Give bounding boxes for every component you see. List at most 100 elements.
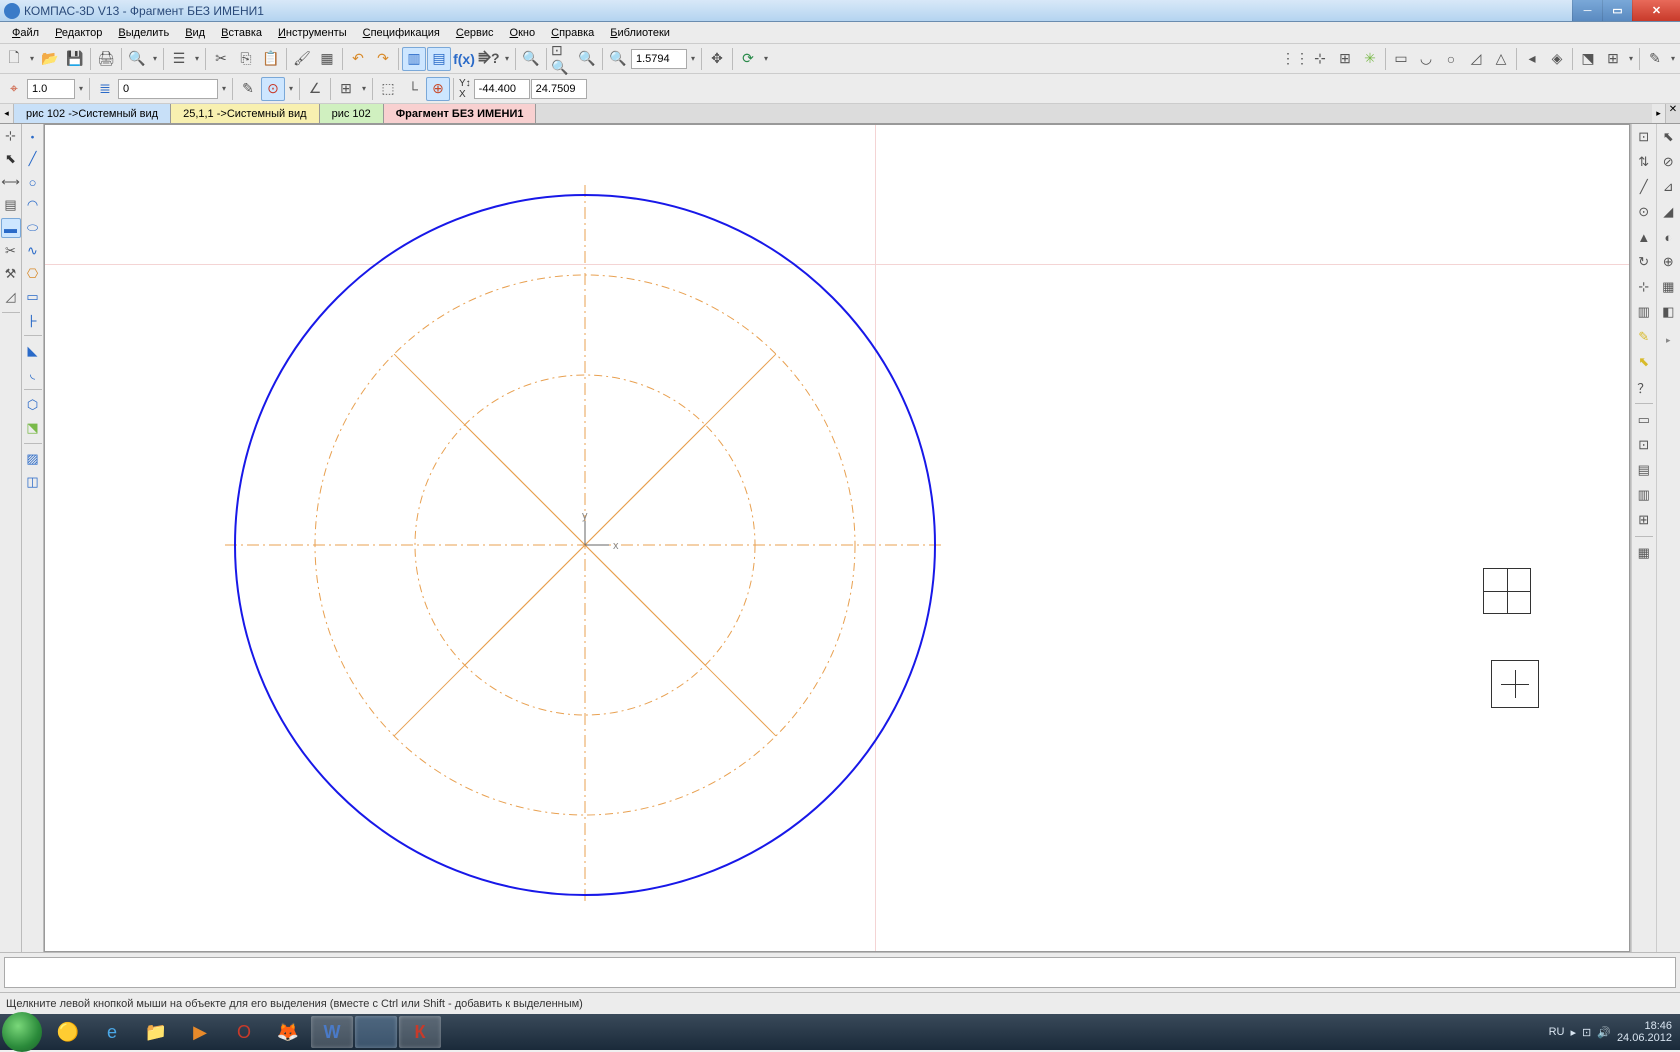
doc-tab-1[interactable]: 25,1,1 ->Системный вид <box>171 104 320 123</box>
taskbar-explorer[interactable]: 📁 <box>135 1016 177 1048</box>
panel2-button[interactable]: ▤ <box>427 47 451 71</box>
redraw-button[interactable]: ⟳ <box>736 47 760 71</box>
canvas-marker-0[interactable] <box>1483 568 1531 614</box>
r4-icon[interactable]: ⊙ <box>1633 201 1655 223</box>
rb6-icon[interactable]: ⊕ <box>1657 251 1679 273</box>
start-button[interactable] <box>2 1012 42 1052</box>
menu-файл[interactable]: Файл <box>4 24 47 42</box>
state1-button[interactable]: ⬚ <box>376 77 400 101</box>
menu-вид[interactable]: Вид <box>177 24 213 42</box>
redo-button[interactable]: ↷ <box>371 47 395 71</box>
rect-tool[interactable]: ▭ <box>23 287 43 307</box>
save-button[interactable]: 💾 <box>63 47 87 71</box>
round-button[interactable]: ⊕ <box>426 77 450 101</box>
r13-icon[interactable]: ⊡ <box>1633 434 1655 456</box>
snap4-button[interactable]: ✳ <box>1358 47 1382 71</box>
arrow2-button[interactable]: ◈ <box>1545 47 1569 71</box>
properties-dropdown[interactable]: ▾ <box>192 47 202 71</box>
fillet-tool[interactable]: ◟ <box>23 364 43 384</box>
preview-button[interactable]: 🔍 <box>125 47 149 71</box>
panel1-button[interactable]: ▥ <box>402 47 426 71</box>
ellipse-tool[interactable]: ⬭ <box>23 218 43 238</box>
r6-icon[interactable]: ↻ <box>1633 251 1655 273</box>
polygon-tool[interactable]: ⬡ <box>23 395 43 415</box>
shape-angle-button[interactable]: ◿ <box>1464 47 1488 71</box>
origin-button[interactable]: ⌖ <box>2 77 26 101</box>
r17-icon[interactable]: ▦ <box>1633 542 1655 564</box>
canvas-marker-1[interactable] <box>1491 660 1539 708</box>
grid-dropdown[interactable]: ▾ <box>359 77 369 101</box>
r14-icon[interactable]: ▤ <box>1633 459 1655 481</box>
zoom-input[interactable] <box>631 49 687 69</box>
variables-button[interactable]: f(x) <box>452 47 476 71</box>
r7-icon[interactable]: ⊹ <box>1633 276 1655 298</box>
property-panel-inner[interactable] <box>4 957 1676 988</box>
angle-mode-button[interactable]: ∠ <box>303 77 327 101</box>
preview-dropdown[interactable]: ▾ <box>150 47 160 71</box>
ortho-button[interactable]: └ <box>401 77 425 101</box>
tray-clock[interactable]: 18:46 24.06.2012 <box>1617 1020 1672 1044</box>
menu-спецификация[interactable]: Спецификация <box>355 24 448 42</box>
arrow1-button[interactable]: ◂ <box>1520 47 1544 71</box>
close-button[interactable]: ✕ <box>1632 0 1680 21</box>
taskbar-app1[interactable] <box>355 1016 397 1048</box>
scale-input[interactable] <box>27 79 75 99</box>
menu-редактор[interactable]: Редактор <box>47 24 110 42</box>
doc-tab-3[interactable]: Фрагмент БЕЗ ИМЕНИ1 <box>384 104 537 123</box>
help-dropdown[interactable]: ▾ <box>502 47 512 71</box>
scale-dropdown[interactable]: ▾ <box>76 77 86 101</box>
area-tool[interactable]: ◫ <box>23 472 43 492</box>
grid-button[interactable]: ⊞ <box>334 77 358 101</box>
shape-tri-button[interactable]: △ <box>1489 47 1513 71</box>
measure-icon[interactable]: ◿ <box>1 287 21 307</box>
arc-tool[interactable]: ◠ <box>23 195 43 215</box>
menu-библиотеки[interactable]: Библиотеки <box>602 24 678 42</box>
fill-icon[interactable]: ▬ <box>1 218 21 238</box>
r8-icon[interactable]: ▥ <box>1633 301 1655 323</box>
bezier-tool[interactable]: ⎔ <box>23 264 43 284</box>
rb3-icon[interactable]: ⊿ <box>1657 176 1679 198</box>
polyline-tool[interactable]: ⺊ <box>23 310 43 330</box>
minimize-button[interactable]: ─ <box>1572 0 1602 21</box>
taskbar-media[interactable]: ▶ <box>179 1016 221 1048</box>
magnet-dropdown[interactable]: ▾ <box>286 77 296 101</box>
param-icon[interactable]: ⚒ <box>1 264 21 284</box>
redraw-dropdown[interactable]: ▾ <box>761 47 771 71</box>
snap3-button[interactable]: ⊞ <box>1333 47 1357 71</box>
snap1-button[interactable]: ⋮⋮ <box>1283 47 1307 71</box>
menu-инструменты[interactable]: Инструменты <box>270 24 355 42</box>
zoom-in-button[interactable]: 🔍 <box>519 47 543 71</box>
tray-flag-icon[interactable]: ▸ <box>1570 1026 1576 1039</box>
paste-button[interactable]: 📋 <box>259 47 283 71</box>
snap2-button[interactable]: ⊹ <box>1308 47 1332 71</box>
mode2-dropdown[interactable]: ▾ <box>1626 47 1636 71</box>
draw-mode-button[interactable]: ✎ <box>236 77 260 101</box>
geom-icon[interactable]: ⊹ <box>1 126 21 146</box>
taskbar-ie[interactable]: e <box>91 1016 133 1048</box>
r1-icon[interactable]: ⊡ <box>1633 126 1655 148</box>
r16-icon[interactable]: ⊞ <box>1633 509 1655 531</box>
rb8-icon[interactable]: ◧ <box>1657 301 1679 323</box>
zoom-window-button[interactable]: ⊡🔍 <box>550 47 574 71</box>
mode2-button[interactable]: ⊞ <box>1601 47 1625 71</box>
properties-button[interactable]: ☰ <box>167 47 191 71</box>
contour-tool[interactable]: ⬔ <box>23 418 43 438</box>
print-button[interactable]: 🖨 <box>94 47 118 71</box>
magnet-button[interactable]: ⊙ <box>261 77 285 101</box>
pen-dropdown[interactable]: ▾ <box>1668 47 1678 71</box>
layers-button[interactable]: ≣ <box>93 77 117 101</box>
select-icon[interactable]: ⬉ <box>1 149 21 169</box>
tab-scroll-right[interactable]: ▸ <box>1652 104 1666 123</box>
taskbar-opera[interactable]: O <box>223 1016 265 1048</box>
expand-icon[interactable]: ▸ <box>1666 335 1671 346</box>
r9-icon[interactable]: ✎ <box>1633 326 1655 348</box>
menu-окно[interactable]: Окно <box>502 24 544 42</box>
tray-volume-icon[interactable]: 🔊 <box>1597 1026 1611 1039</box>
tray-lang[interactable]: RU <box>1549 1026 1565 1038</box>
point-tool[interactable]: ・ <box>23 126 43 146</box>
open-button[interactable]: 📂 <box>38 47 62 71</box>
mode1-button[interactable]: ⬔ <box>1576 47 1600 71</box>
r11-icon[interactable]: ？ <box>1633 376 1655 398</box>
menu-вставка[interactable]: Вставка <box>213 24 270 42</box>
taskbar-firefox[interactable]: 🦊 <box>267 1016 309 1048</box>
